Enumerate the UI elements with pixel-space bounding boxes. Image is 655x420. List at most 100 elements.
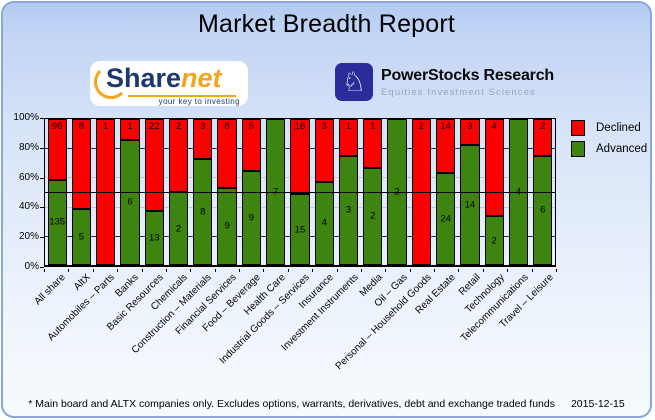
y-tick-mark	[40, 177, 44, 179]
bar-segment-advanced	[71, 208, 92, 265]
bar-segment-advanced	[460, 144, 480, 265]
page-title: Market Breadth Report	[197, 10, 456, 38]
bar-segment-advanced	[338, 155, 359, 265]
declined-value-label: 3	[321, 121, 327, 132]
declined-value-label: 14	[440, 121, 451, 132]
x-tick-mark	[92, 269, 94, 272]
declined-value-label: 3	[467, 121, 473, 132]
bar-17: 14 24	[436, 119, 456, 265]
bar-18: 3 14	[460, 119, 480, 265]
x-tick-mark	[434, 269, 436, 272]
bar-segment-advanced	[533, 155, 553, 265]
advanced-value-label: 135	[49, 216, 66, 228]
x-tick-mark	[44, 269, 45, 272]
x-tick-mark	[360, 269, 362, 272]
sharenet-swoosh-icon	[94, 65, 128, 99]
legend-swatch	[571, 119, 585, 136]
declined-value-label: 1	[370, 121, 376, 132]
advanced-value-label: 24	[440, 213, 451, 225]
chart-legend: Declined Advanced	[571, 117, 647, 159]
advanced-value-label: 13	[148, 232, 160, 244]
x-tick-mark	[458, 269, 460, 272]
bar-11: 16 15	[290, 119, 310, 265]
bar-segment-declined	[168, 119, 189, 192]
x-tick-mark	[141, 269, 143, 272]
x-tick-mark	[287, 269, 289, 272]
y-tick-mark	[40, 147, 44, 149]
breadth-chart-plot-area: 9613585116221322388959716153413122214243…	[44, 118, 556, 267]
y-tick-label: 0%	[24, 261, 39, 272]
declined-value-label: 3	[200, 121, 206, 132]
sharenet-logo: Sharenet your key to investing	[90, 61, 248, 106]
bar-5: 22 13	[144, 119, 164, 265]
advanced-value-label: 2	[175, 223, 182, 234]
y-tick-mark	[40, 237, 44, 239]
y-tick-mark	[40, 267, 44, 268]
declined-value-label: 2	[418, 121, 424, 132]
y-tick-mark	[40, 118, 44, 119]
y-tick-label: 20%	[18, 231, 39, 243]
x-tick-mark	[165, 269, 167, 272]
legend-item: Advanced	[571, 138, 647, 159]
bar-segment-advanced	[436, 172, 456, 265]
x-tick-mark	[190, 269, 192, 272]
y-tick-label: 100%	[13, 112, 39, 123]
y-tick-label: 80%	[18, 141, 39, 153]
advanced-value-label: 14	[464, 199, 476, 211]
bar-segment-advanced	[241, 171, 262, 265]
x-tick-mark	[312, 269, 314, 272]
bar-1: 96 135	[47, 119, 67, 265]
declined-value-label: 1	[127, 121, 133, 132]
bar-segment-advanced	[144, 210, 164, 265]
y-tick-label: 60%	[18, 171, 39, 183]
x-tick-mark	[531, 269, 533, 272]
bar-segment-advanced	[193, 158, 213, 265]
declined-value-label: 8	[78, 121, 85, 132]
advanced-value-label: 8	[200, 206, 206, 218]
advanced-value-label: 5	[78, 231, 85, 243]
powerstocks-title: PowerStocks Research	[381, 67, 554, 84]
bar-segment-declined	[533, 119, 553, 156]
bar-segment-declined	[193, 119, 213, 159]
advanced-value-label: 6	[127, 196, 133, 208]
bar-segment-advanced	[484, 216, 504, 265]
declined-value-label: 22	[148, 121, 160, 132]
declined-value-label: 2	[540, 121, 546, 132]
bar-segment-declined	[217, 119, 237, 188]
declined-value-label: 2	[175, 121, 182, 132]
footnote-text: * Main board and ALTX companies only. Ex…	[28, 398, 555, 410]
bar-segment-declined	[460, 119, 480, 145]
bar-segment-advanced	[120, 139, 140, 265]
sharenet-tagline: your key to investing	[158, 97, 240, 106]
advanced-value-label: 2	[491, 235, 497, 247]
x-tick-mark	[385, 269, 387, 272]
reference-line-50pct	[44, 192, 556, 193]
bar-segment-declined	[314, 119, 334, 182]
x-tick-mark	[409, 269, 411, 272]
advanced-value-label: 4	[321, 217, 327, 229]
x-tick-mark	[214, 269, 216, 272]
x-tick-mark	[556, 269, 557, 272]
x-tick-mark	[239, 269, 241, 272]
bar-segment-advanced	[314, 181, 334, 265]
declined-value-label: 96	[51, 121, 63, 132]
x-tick-mark	[263, 269, 265, 272]
x-tick-mark	[482, 269, 484, 272]
bar-segment-declined	[436, 119, 456, 173]
knight-chess-icon: ♘	[335, 63, 373, 101]
legend-item: Declined	[571, 117, 647, 138]
advanced-value-label: 6	[540, 204, 546, 216]
x-tick-mark	[68, 269, 70, 272]
x-tick-mark	[507, 269, 509, 272]
legend-label: Advanced	[596, 142, 648, 155]
sharenet-wordmark: Sharenet	[106, 63, 222, 93]
bar-segment-declined	[71, 119, 92, 209]
bar-segment-declined	[120, 119, 140, 140]
